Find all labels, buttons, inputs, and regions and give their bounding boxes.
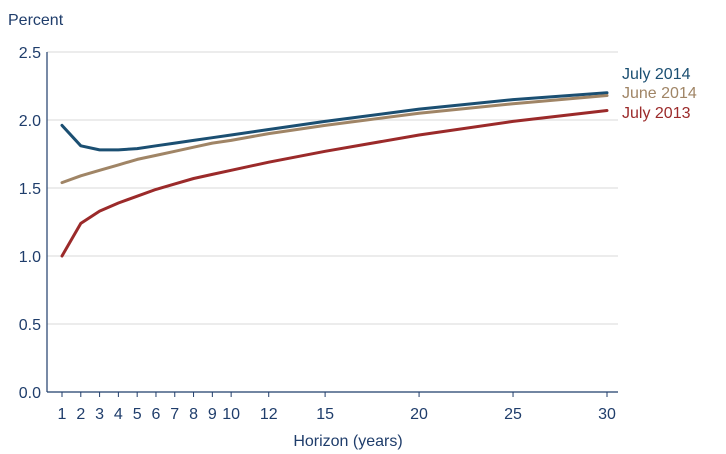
x-tick-label: 25 xyxy=(504,406,522,423)
y-tick-label: 1.5 xyxy=(19,181,41,198)
x-axis-ticks: 1 2 3 4 5 6 7 8 9 10 12 15 20 25 30 xyxy=(58,392,616,423)
series-line-1 xyxy=(60,91,609,152)
x-tick-label: 15 xyxy=(316,406,334,423)
y-axis-ticks: 0.0 0.5 1.0 1.5 2.0 2.5 xyxy=(19,45,41,402)
series-lines xyxy=(60,91,609,258)
x-tick-label: 10 xyxy=(222,406,240,423)
legend-entry: July 2013 xyxy=(622,105,691,122)
legend: July 2014 June 2014 July 2013 xyxy=(622,66,697,122)
y-tick-label: 1.0 xyxy=(19,249,41,266)
x-tick-label: 2 xyxy=(76,406,85,423)
x-tick-label: 12 xyxy=(260,406,278,423)
x-tick-label: 5 xyxy=(133,406,142,423)
x-tick-label: 30 xyxy=(598,406,616,423)
x-tick-label: 4 xyxy=(114,406,123,423)
y-tick-label: 0.0 xyxy=(19,385,41,402)
y-axis-title: Percent xyxy=(8,12,64,29)
x-tick-label: 9 xyxy=(208,406,217,423)
legend-entry: July 2014 xyxy=(622,66,691,83)
x-tick-label: 8 xyxy=(189,406,198,423)
x-tick-label: 20 xyxy=(410,406,428,423)
legend-entry: June 2014 xyxy=(622,85,697,102)
y-tick-label: 2.5 xyxy=(19,45,41,62)
y-tick-label: 0.5 xyxy=(19,317,41,334)
series-line-3 xyxy=(60,109,609,258)
x-tick-label: 6 xyxy=(152,406,161,423)
x-tick-label: 7 xyxy=(170,406,179,423)
y-tick-label: 2.0 xyxy=(19,113,41,130)
x-tick-label: 1 xyxy=(58,406,67,423)
x-tick-label: 3 xyxy=(95,406,104,423)
x-axis-title: Horizon (years) xyxy=(293,433,402,450)
series-line-2 xyxy=(60,94,609,185)
